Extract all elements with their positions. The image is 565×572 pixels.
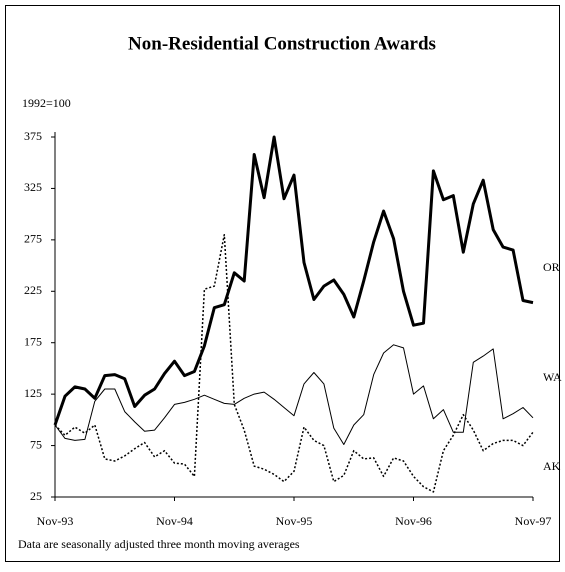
series-label: WA [543,370,562,384]
x-tick-label: Nov-96 [395,514,432,528]
y-tick-label: 175 [24,334,42,348]
y-axis-label: 1992=100 [22,96,71,110]
x-tick-label: Nov-95 [276,514,313,528]
series-line [54,344,534,445]
y-tick-label: 225 [24,283,42,297]
x-tick-label: Nov-94 [156,514,193,528]
chart-title: Non-Residential Construction Awards [128,33,436,54]
y-tick-label: 75 [30,437,42,451]
y-tick-label: 125 [24,386,42,400]
series-label: AK [543,459,561,473]
series-line [53,135,534,426]
frame [5,5,560,562]
series-line [54,233,534,493]
series-label: OR [543,260,560,274]
x-tick-label: Nov-93 [37,514,74,528]
y-tick-label: 325 [24,180,42,194]
x-tick-label: Nov-97 [515,514,552,528]
y-tick-label: 25 [30,489,42,503]
y-tick-label: 375 [24,129,42,143]
y-tick-label: 275 [24,232,42,246]
footnote: Data are seasonally adjusted three month… [18,537,300,551]
